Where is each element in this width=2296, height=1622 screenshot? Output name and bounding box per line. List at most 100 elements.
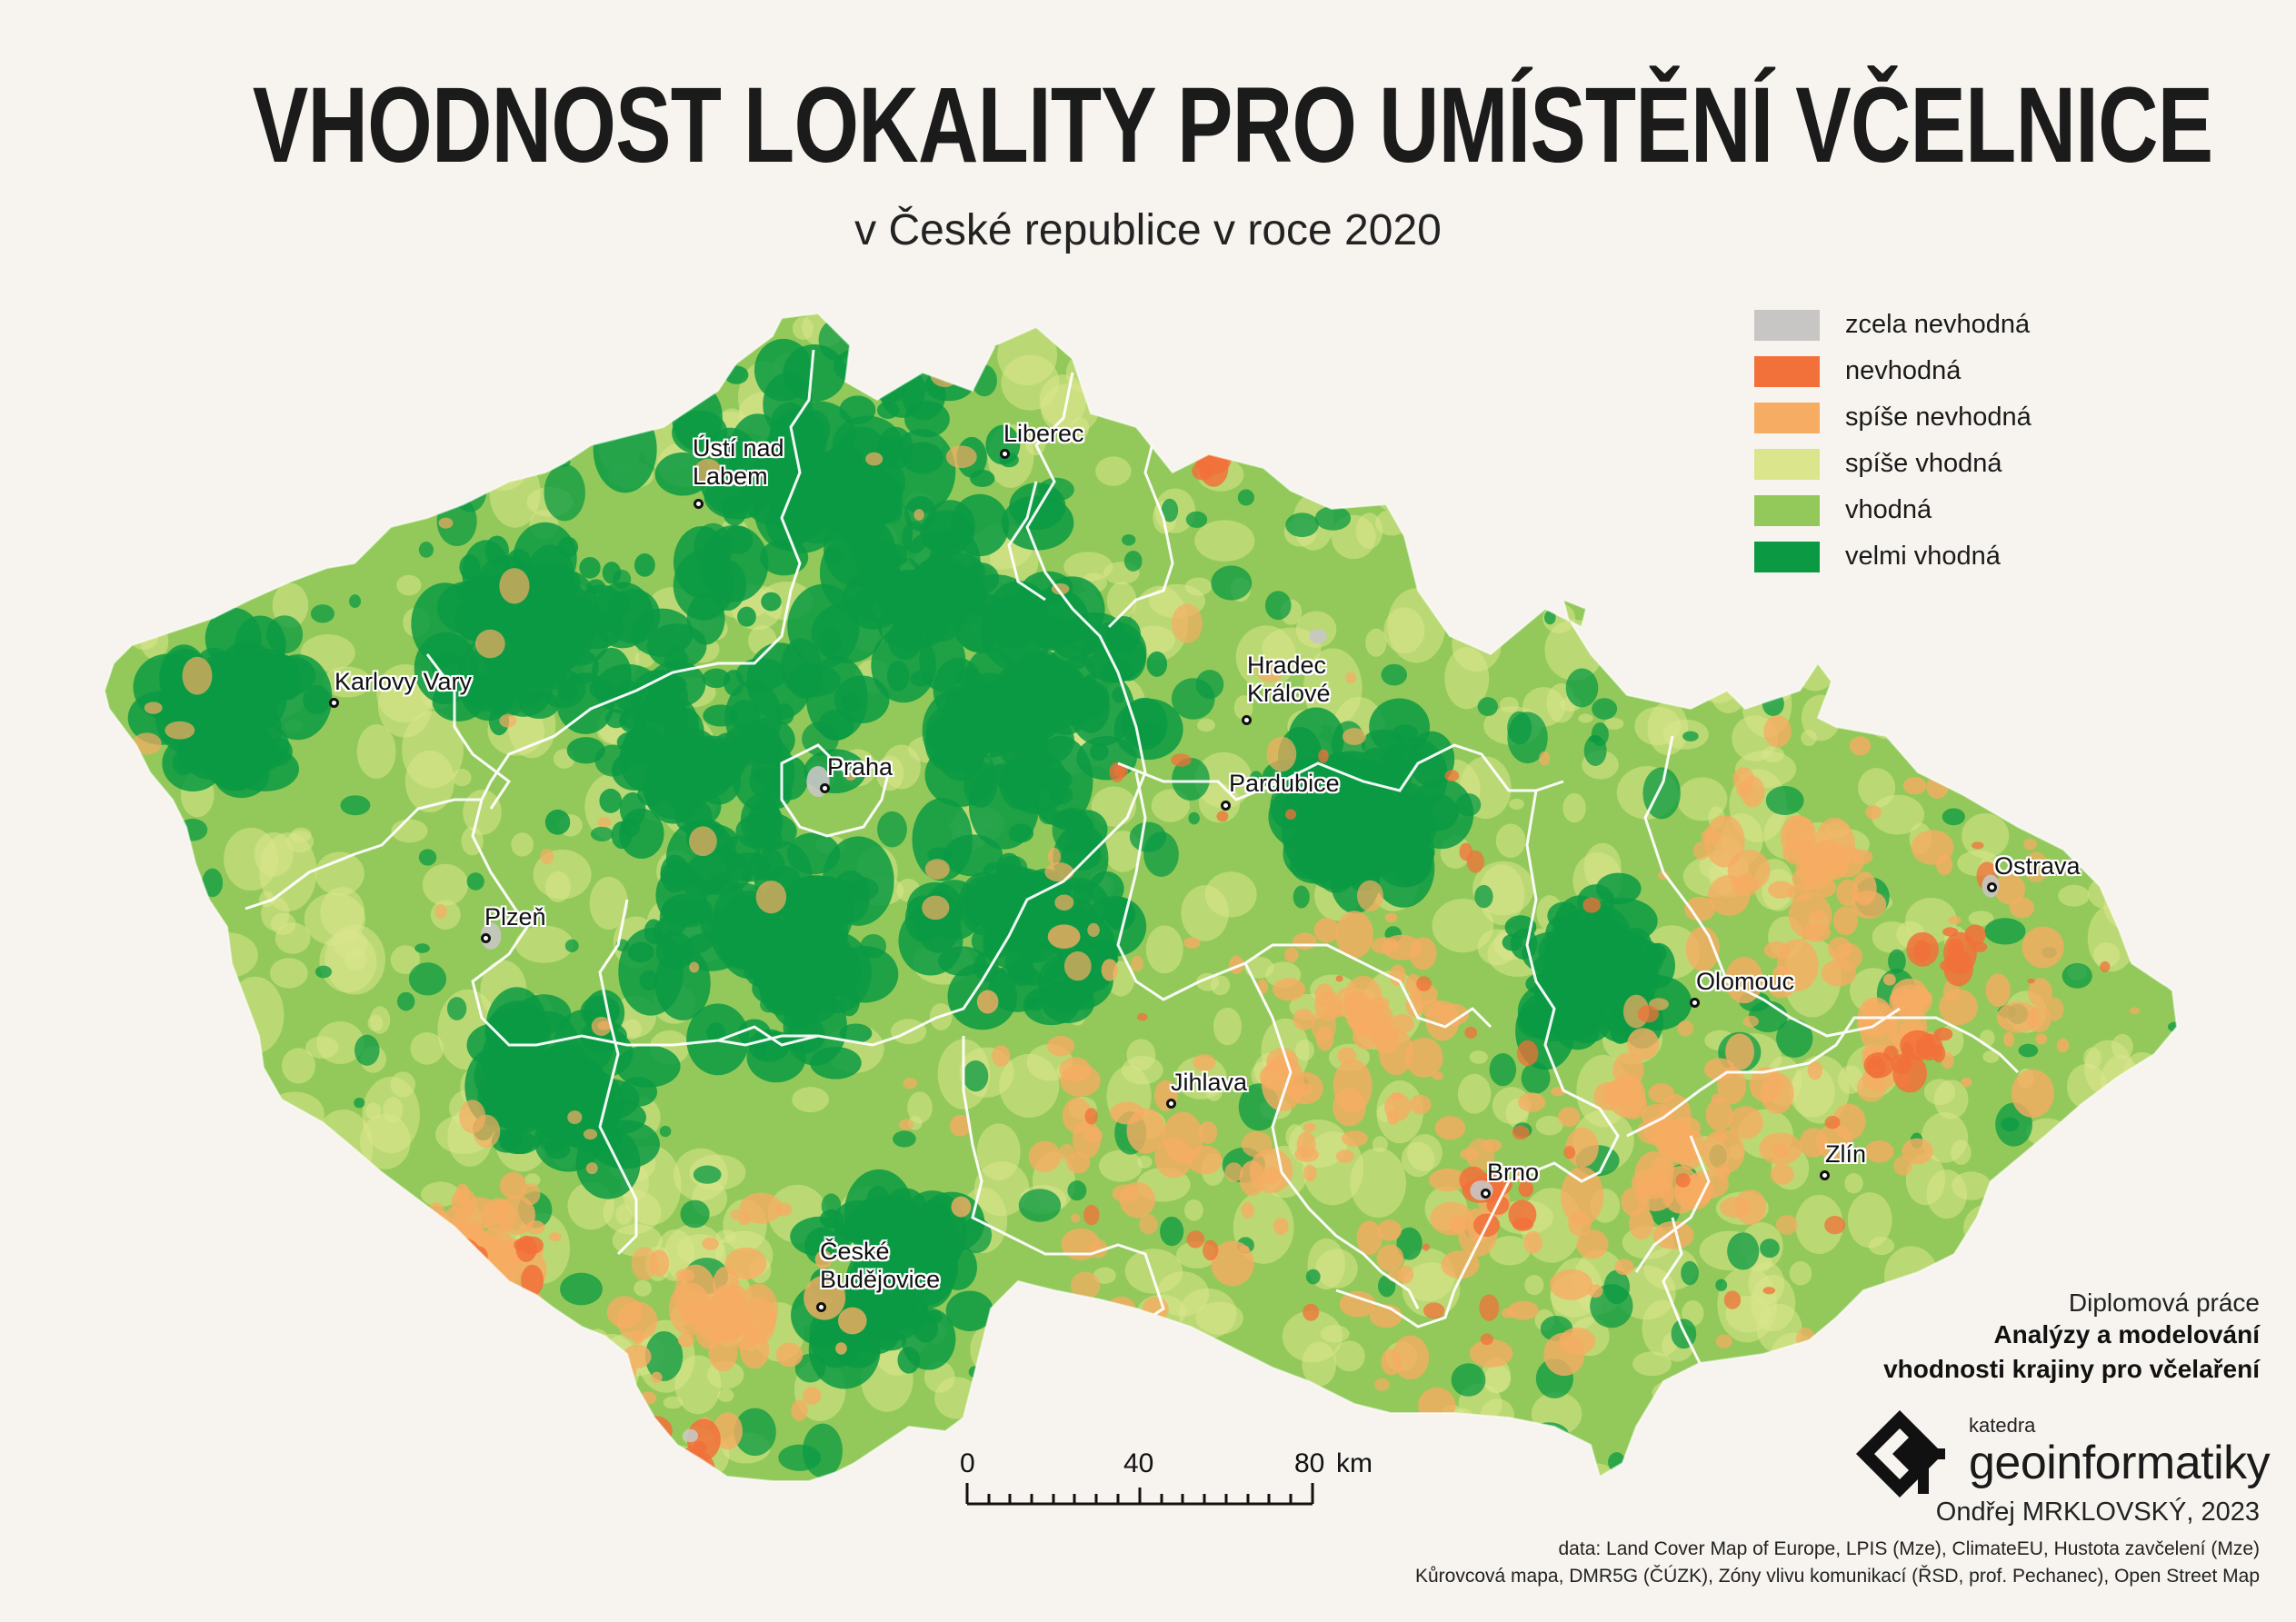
suitability-patch (408, 962, 447, 996)
suitability-patch (310, 1297, 321, 1309)
suitability-patch (435, 652, 455, 667)
city-dot-jihlava (1166, 1099, 1176, 1109)
suitability-patch (137, 332, 153, 346)
suitability-patch (1008, 823, 1034, 843)
suitability-patch (923, 320, 981, 379)
suitability-patch (1801, 694, 1841, 741)
suitability-patch (272, 345, 316, 401)
suitability-patch (165, 721, 195, 740)
suitability-patch (393, 1229, 447, 1268)
suitability-patch (320, 887, 365, 939)
city-dot-liberec (1000, 449, 1010, 459)
legend-swatch (1754, 448, 1820, 480)
suitability-patch (1676, 450, 1712, 481)
city-label-ostrava: Ostrava (1994, 852, 2081, 880)
suitability-patch (1707, 335, 1756, 390)
suitability-patch (582, 1436, 613, 1459)
suitability-patch (1836, 629, 1857, 656)
suitability-patch (1186, 1358, 1211, 1375)
suitability-patch (1411, 448, 1427, 465)
suitability-patch (1135, 1352, 1164, 1381)
suitability-patch (1339, 1290, 1376, 1318)
suitability-patch (223, 1198, 248, 1218)
suitability-patch (860, 933, 887, 959)
suitability-patch (2006, 729, 2023, 750)
suitability-patch (1948, 916, 1962, 925)
suitability-patch (1660, 583, 1683, 612)
suitability-patch (1367, 1414, 1380, 1424)
suitability-patch (2056, 1038, 2070, 1053)
suitability-patch (1116, 343, 1143, 371)
suitability-patch (781, 638, 822, 695)
suitability-patch (354, 1034, 380, 1066)
suitability-patch (1303, 1122, 1316, 1132)
suitability-patch (1545, 1458, 1565, 1481)
suitability-patch (486, 1280, 509, 1295)
suitability-patch (251, 1290, 281, 1325)
suitability-patch (2105, 592, 2148, 651)
suitability-patch (1641, 622, 1688, 672)
suitability-patch (462, 1254, 479, 1272)
suitability-patch (775, 703, 794, 725)
suitability-patch (144, 567, 182, 598)
legend-swatch (1754, 402, 1820, 433)
suitability-patch (663, 1396, 684, 1409)
suitability-patch (1099, 1149, 1143, 1182)
suitability-patch (2031, 700, 2048, 721)
suitability-patch (338, 1199, 363, 1222)
suitability-patch (907, 1091, 933, 1124)
suitability-patch (105, 1159, 154, 1207)
suitability-patch (291, 1386, 328, 1436)
suitability-patch (2024, 1200, 2077, 1245)
suitability-patch (448, 1261, 487, 1301)
suitability-patch (589, 876, 628, 930)
suitability-patch (1801, 1426, 1851, 1481)
suitability-patch (1194, 520, 1255, 562)
author: Ondřej MRKLOVSKÝ, 2023 (1935, 1498, 2260, 1527)
suitability-patch (1216, 811, 1229, 822)
suitability-patch (1418, 1387, 1456, 1424)
suitability-patch (2041, 1229, 2059, 1251)
suitability-patch (1207, 362, 1218, 375)
suitability-patch (466, 1253, 483, 1268)
suitability-patch (1562, 792, 1586, 823)
suitability-patch (1732, 874, 1759, 897)
suitability-patch (1634, 540, 1668, 585)
suitability-patch (1680, 659, 1703, 676)
suitability-patch (2110, 861, 2132, 877)
suitability-patch (1633, 935, 1646, 947)
suitability-patch (835, 1342, 847, 1355)
suitability-patch (1122, 533, 1136, 546)
suitability-patch (970, 469, 995, 487)
suitability-patch (499, 713, 517, 728)
suitability-patch (348, 1297, 367, 1311)
suitability-patch (2011, 1069, 2054, 1119)
suitability-patch (913, 509, 924, 521)
suitability-patch (989, 695, 1007, 718)
suitability-patch (105, 357, 140, 425)
city-dot-olomouc (1690, 998, 1700, 1008)
suitability-patch (319, 410, 346, 443)
suitability-patch (1521, 1062, 1551, 1094)
suitability-patch (565, 405, 594, 437)
suitability-patch (1462, 451, 1491, 475)
city-label-pardubice: Pardubice (1229, 770, 1340, 797)
suitability-patch (1984, 918, 2026, 945)
suitability-patch (156, 920, 190, 943)
legend-swatch (1754, 309, 1820, 341)
suitability-patch (1333, 1340, 1365, 1372)
suitability-patch (1864, 1140, 1894, 1163)
suitability-patch (1091, 313, 1141, 340)
suitability-patch (1911, 830, 1954, 865)
suitability-patch (1178, 1288, 1237, 1339)
suitability-patch (665, 820, 737, 897)
suitability-patch (459, 554, 481, 581)
suitability-patch (305, 1036, 339, 1059)
suitability-patch (2043, 997, 2064, 1021)
suitability-patch (803, 1423, 843, 1478)
suitability-patch (283, 1310, 314, 1338)
suitability-patch (2034, 1143, 2091, 1218)
suitability-patch (246, 1106, 307, 1189)
suitability-patch (483, 351, 510, 384)
